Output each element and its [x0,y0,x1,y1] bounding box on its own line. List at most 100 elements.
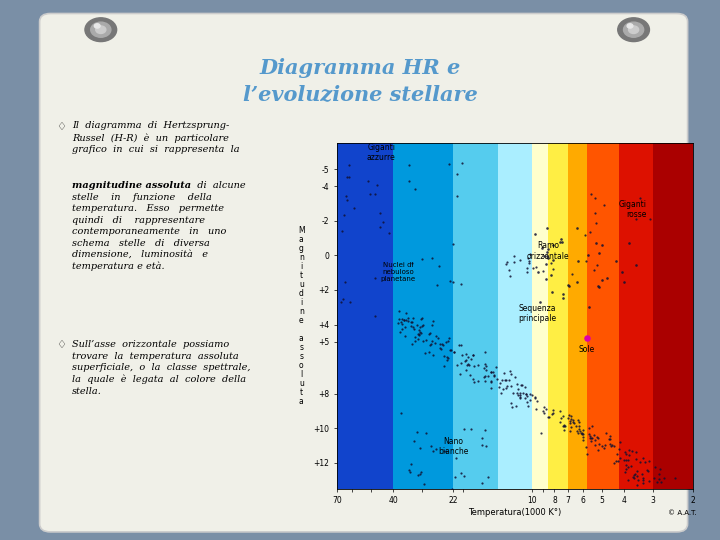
Point [571,427,582,435]
Point [415,322,426,331]
Point [541,224,553,233]
Circle shape [624,22,644,37]
Point [480,372,491,380]
Point [630,454,642,463]
Point [577,429,588,437]
Point [479,377,490,386]
Point [431,281,443,289]
Text: ♢: ♢ [56,122,66,132]
Text: l’evoluzione stellare: l’evoluzione stellare [243,84,477,105]
Point [593,439,605,448]
Point [341,192,352,200]
Point [585,228,596,237]
Point [554,417,566,426]
Point [573,418,585,427]
Point [479,364,490,373]
Point [414,470,426,478]
Point [490,363,502,372]
Point [393,306,405,315]
Point [590,194,601,203]
Point [589,435,600,444]
Point [546,265,558,273]
Point [362,176,374,185]
Bar [568,143,587,489]
Point [649,474,660,483]
Point [431,332,442,341]
Point [409,332,420,341]
Point [485,377,496,386]
Point [468,375,480,383]
Point [517,381,528,389]
Text: Sole: Sole [578,345,595,354]
Point [461,350,472,359]
Point [536,243,548,252]
Bar [532,143,549,489]
Point [527,264,539,272]
Point [523,257,535,266]
Point [440,447,451,455]
Point [485,383,496,392]
Point [573,424,585,433]
Point [524,390,536,399]
Point [583,424,595,433]
Point [523,259,535,267]
Point [631,471,642,480]
Point [608,442,620,450]
Text: Diagramma HR e: Diagramma HR e [259,57,461,78]
Point [426,337,438,346]
Point [493,383,505,391]
Point [405,322,417,330]
Circle shape [85,18,117,42]
Point [658,474,670,482]
Point [393,314,405,323]
Point [430,445,441,454]
Point [374,222,386,231]
Point [505,399,517,407]
Point [520,389,531,398]
Point [541,248,553,256]
Point [585,190,597,198]
Circle shape [629,26,639,33]
Point [529,230,541,238]
Point [559,421,570,430]
Circle shape [627,24,633,28]
Point [413,330,424,339]
Point [503,266,515,274]
Point [566,270,577,279]
Point [577,426,588,435]
Point [485,367,497,376]
Point [426,254,438,262]
Bar [337,143,393,489]
Point [637,478,649,487]
Point [557,238,568,246]
Text: Nuclei di
nebuloso
planetane: Nuclei di nebuloso planetane [381,262,415,282]
Point [405,459,417,468]
Point [402,177,414,186]
Point [341,172,352,181]
Point [622,463,634,471]
Point [434,344,446,353]
Point [371,181,382,190]
Point [533,268,544,276]
Point [433,261,444,270]
Point [554,407,566,416]
Point [480,441,492,450]
Point [585,436,597,445]
Point [454,369,466,378]
Point [542,254,554,262]
Point [414,331,426,340]
Point [586,422,598,430]
Point [414,328,426,336]
Point [669,474,680,483]
Point [631,480,642,489]
Point [418,480,430,488]
Point [535,428,546,437]
Bar [549,143,568,489]
Point [654,469,665,478]
Point [557,411,569,420]
Point [510,373,521,382]
Point [420,336,432,345]
Point [643,456,654,465]
Point [415,329,427,338]
Point [598,201,610,210]
